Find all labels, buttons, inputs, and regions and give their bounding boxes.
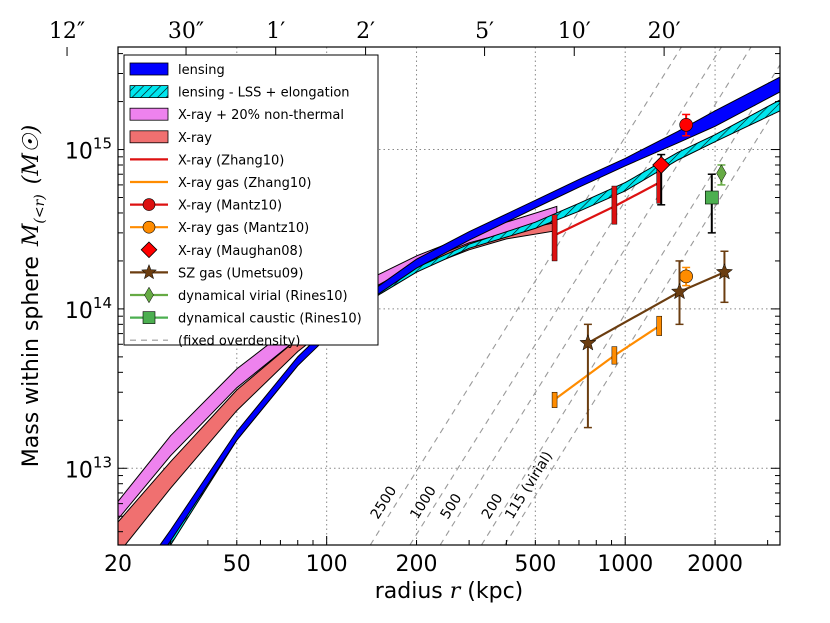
y-tick-label: 1015 (65, 135, 112, 165)
data-point (679, 269, 693, 284)
legend-label: X-ray gas (Mantz10) (178, 221, 309, 236)
plot-frame (117, 46, 781, 546)
overdensity-label: 115 (virial) (502, 449, 556, 522)
x-tick-label: 200 (396, 552, 438, 577)
legend-swatch (129, 62, 169, 76)
x-tick-label: 500 (514, 552, 556, 577)
legend-label: X-ray gas (Zhang10) (178, 176, 312, 191)
error-bar (551, 391, 558, 408)
legend-item: SZ gas (Umetsu09) (130, 263, 303, 281)
y-tick-label: 1014 (65, 294, 112, 324)
top-tick-label: 2′ (356, 19, 375, 44)
series-dynamical-virial-rines10 (716, 164, 727, 186)
series-sz-gas-umetsu09 (579, 250, 734, 429)
legend-item: X-ray gas (Zhang10) (130, 176, 312, 191)
legend-label: lensing (178, 63, 225, 78)
legend-marker (142, 198, 156, 211)
overdensity-label: 1000 (407, 483, 439, 522)
top-tick-labels: 6″12″30″1′2′5′10′20′ (49, 19, 681, 44)
legend-label: dynamical caustic (Rines10) (178, 312, 362, 327)
x-tick-label: 50 (223, 552, 251, 577)
legend-swatch (129, 130, 169, 144)
series-x-ray-gas-zhang10 (551, 315, 662, 408)
overdensity-line (504, 101, 780, 545)
legend-item: X-ray (Zhang10) (130, 153, 284, 168)
legend-swatch (129, 107, 169, 121)
legend-item: X-ray (Mantz10) (130, 198, 282, 214)
legend-item: X-ray + 20% non-thermal (129, 107, 344, 123)
overdensity-line (369, 47, 683, 545)
legend-item: dynamical caustic (Rines10) (130, 311, 362, 327)
x-tick-label: 1000 (597, 552, 653, 577)
overdensity-label: 2500 (368, 483, 400, 522)
legend-box (123, 54, 379, 346)
legend-item: X-ray (129, 130, 212, 146)
overdensity-line (439, 47, 752, 545)
top-tick-label: 1′ (266, 19, 285, 44)
legend-marker (142, 311, 156, 324)
series-x-ray-maughan08 (652, 153, 671, 206)
data-point (716, 164, 727, 183)
x-tick-labels: 20 50 100 200 500 1000 2000 (104, 552, 743, 577)
overdensity-label: 200 (479, 491, 507, 522)
data-point (652, 155, 671, 175)
error-bar (656, 315, 662, 336)
axis-ticks (66, 47, 780, 545)
legend-marker (142, 220, 156, 234)
x-tick-label: 20 (104, 552, 132, 577)
legend-marker (140, 241, 158, 259)
data-point (670, 282, 689, 300)
overdensity-lines (369, 47, 780, 545)
legend-item: lensing (129, 62, 225, 78)
top-tick-label: 12″ (49, 19, 85, 44)
overdensity-label: 500 (438, 491, 466, 522)
error-bar (551, 214, 558, 262)
legend-label: X-ray (Zhang10) (178, 153, 284, 168)
legend-swatch (129, 85, 169, 98)
x-tick-label: 100 (306, 552, 348, 577)
series-x-ray-gas-mantz10 (679, 266, 693, 287)
top-tick-label: 5′ (475, 19, 494, 44)
legend-label: lensing - LSS + elongation (178, 86, 350, 101)
data-series (551, 113, 734, 429)
legend-label: (fixed overdensity) (178, 334, 300, 349)
series-x-ray-mantz10 (679, 113, 693, 137)
legend-label: X-ray (178, 131, 212, 146)
y-axis-title: Mass within sphereM(<r)(M☉) (19, 125, 48, 467)
data-point (679, 117, 693, 132)
data-point (715, 263, 734, 280)
error-bar (611, 346, 618, 365)
legend-marker (140, 263, 158, 280)
legend-item: (fixed overdensity) (130, 334, 300, 349)
legend: lensing lensing - LSS + elongation X-ray +… (123, 54, 379, 349)
x-axis-title: radius r (kpc) (375, 579, 524, 604)
series-line (587, 271, 725, 345)
legend-label: dynamical virial (Rines10) (178, 289, 348, 304)
overdensity-line (480, 64, 780, 545)
legend-item: X-ray (Maughan08) (140, 241, 303, 259)
top-tick-label: 10′ (558, 19, 591, 44)
data-point (704, 190, 719, 205)
legend-label: SZ gas (Umetsu09) (178, 266, 303, 281)
legend-item: lensing - LSS + elongation (129, 85, 350, 101)
legend-marker (144, 286, 154, 304)
x-tick-label: 2000 (687, 552, 743, 577)
legend-label: X-ray (Maughan08) (178, 244, 303, 259)
top-tick-label: 20′ (648, 19, 681, 44)
y-tick-label: 1013 (65, 453, 112, 483)
legend-item: dynamical virial (Rines10) (130, 286, 348, 304)
legend-label: X-ray + 20% non-thermal (178, 108, 344, 123)
top-tick-label: 30″ (168, 19, 204, 44)
series-dynamical-caustic-rines10 (704, 173, 719, 234)
error-bar (611, 185, 618, 225)
y-tick-labels: 1013 1014 1015 (65, 135, 112, 484)
legend-label: X-ray (Mantz10) (178, 199, 282, 214)
legend-item: X-ray gas (Mantz10) (130, 220, 309, 236)
data-point (579, 333, 597, 351)
